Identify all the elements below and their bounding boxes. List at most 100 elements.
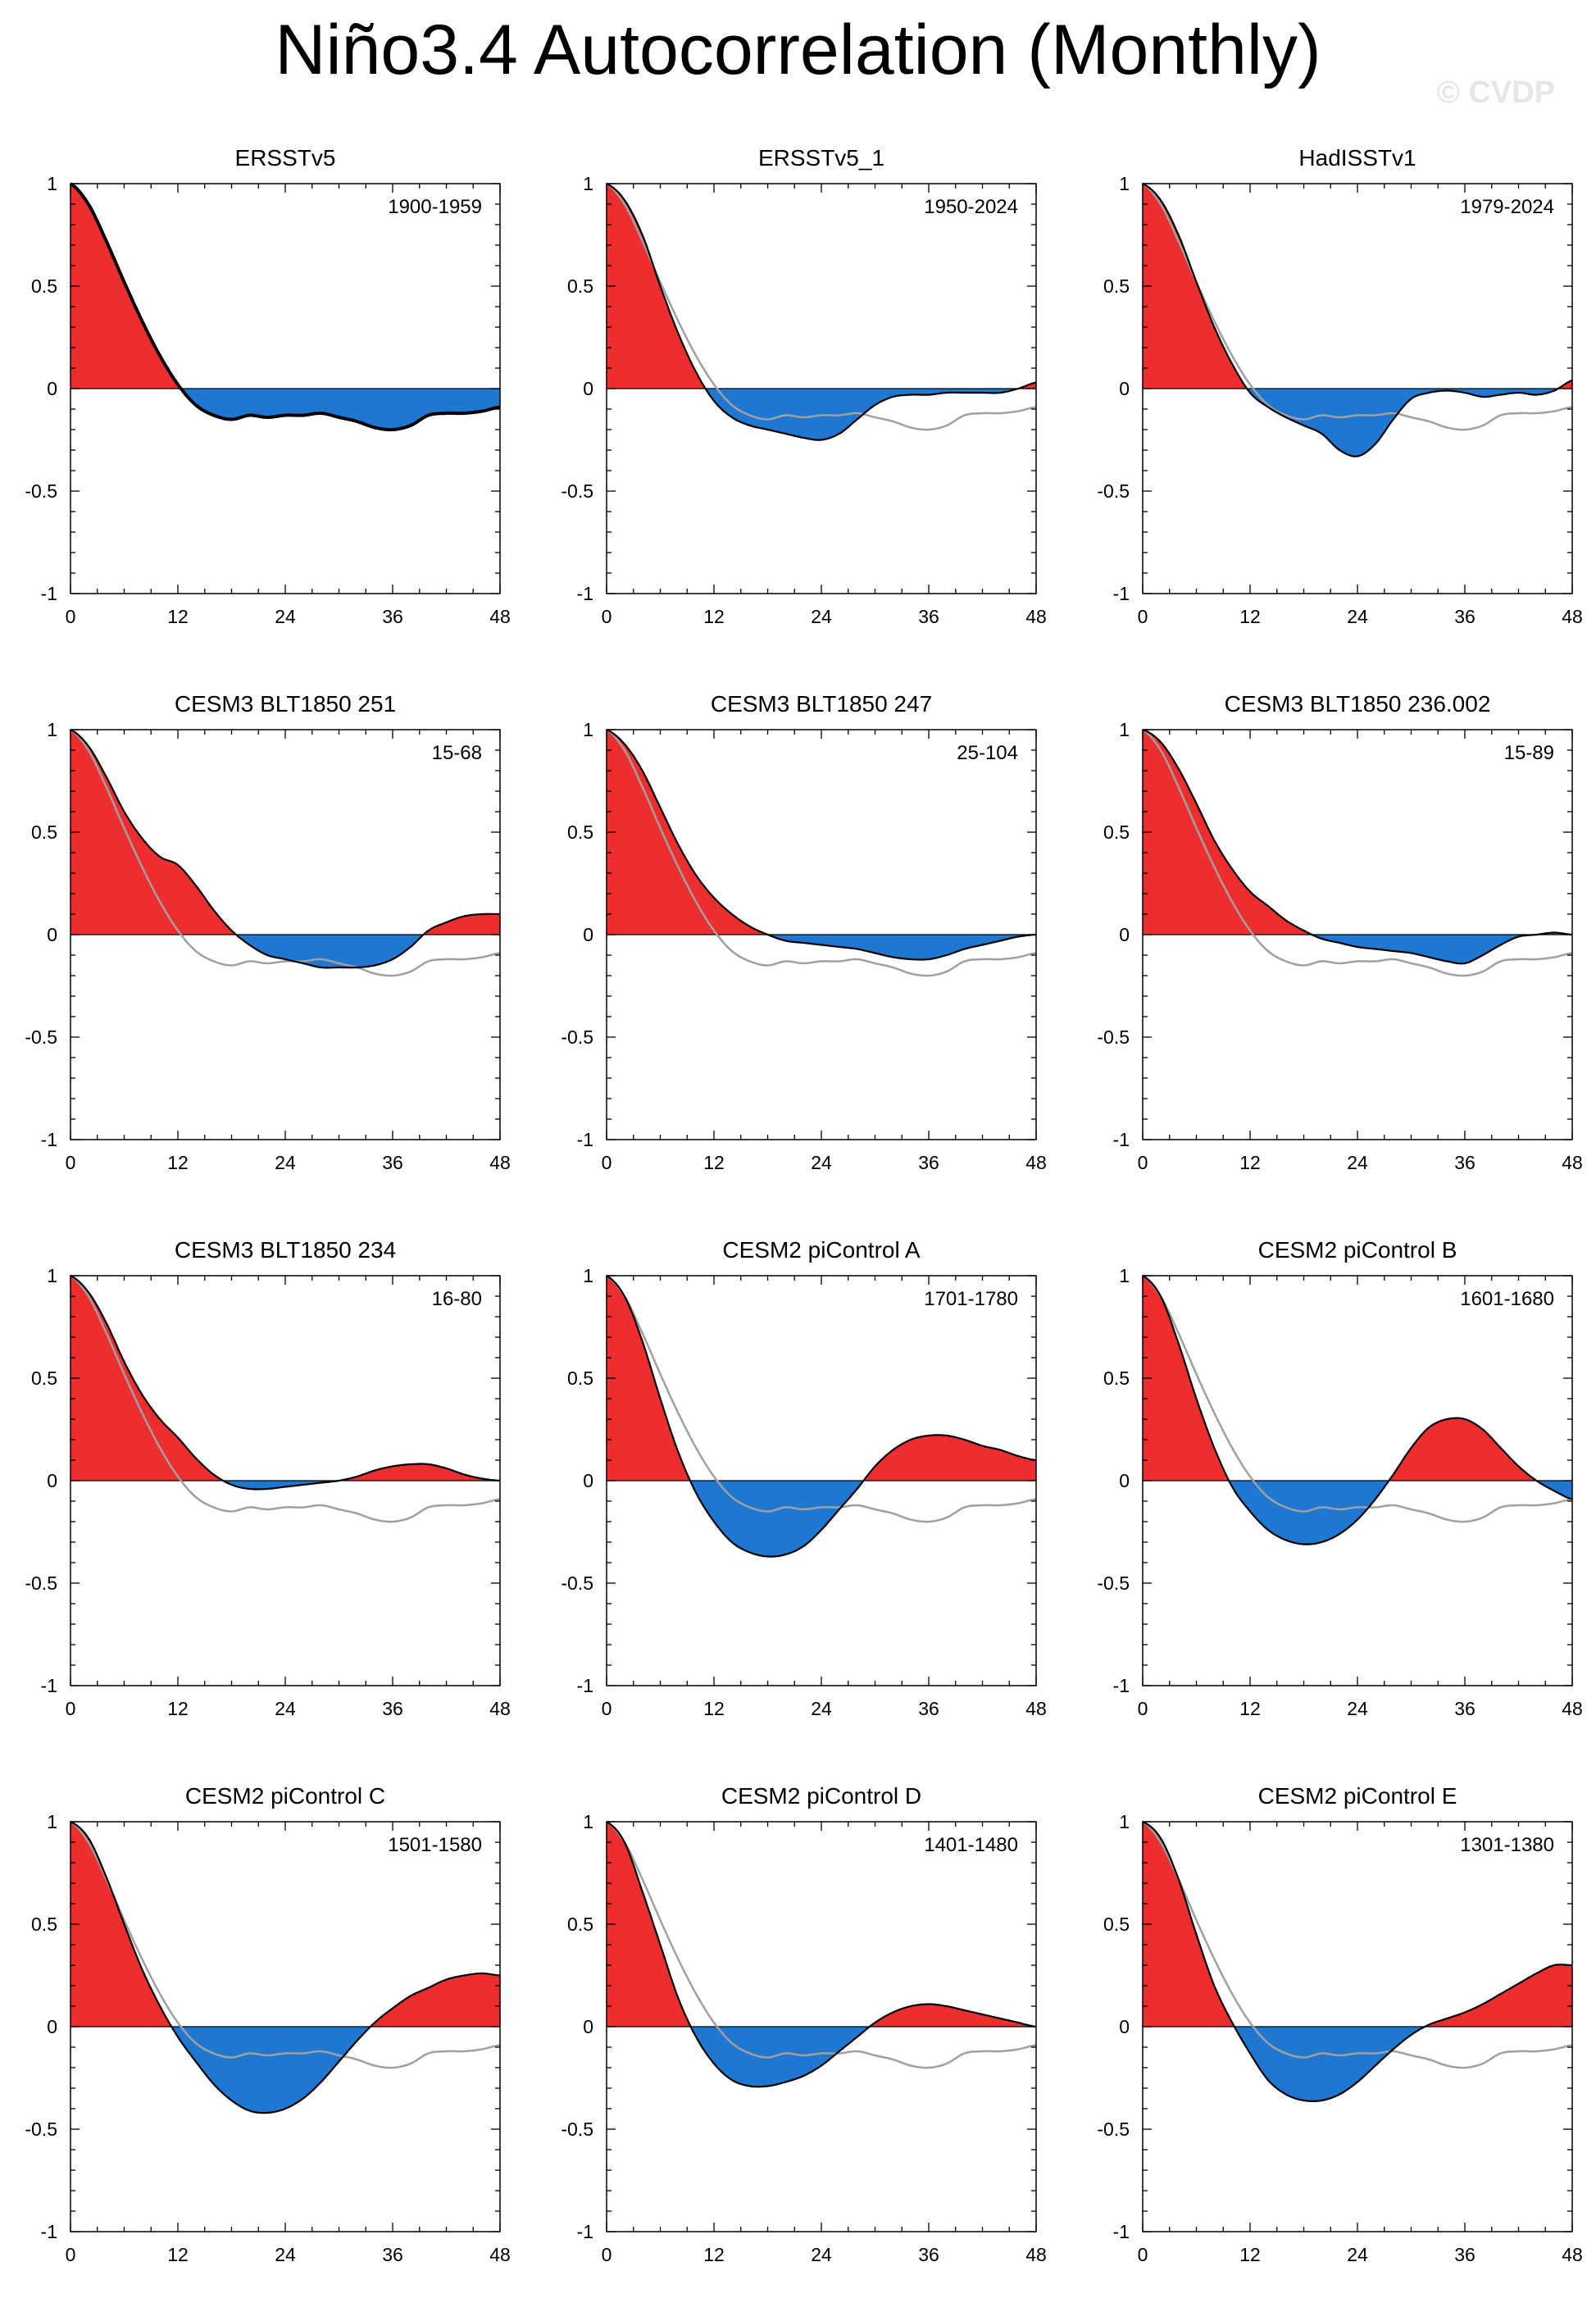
x-tick-label: 12 (1239, 1152, 1261, 1173)
panel-title: CESM3 BLT1850 251 (175, 691, 396, 717)
autocorrelation-line (70, 1275, 501, 1491)
x-tick-label: 36 (1454, 1152, 1476, 1173)
panel-8: 0 12 24 36 48 1 0.5 0 -0.5 -1 CESM2 piControl A 170… (561, 1237, 1046, 1719)
negative-fill-1 (180, 389, 500, 430)
x-tick-label: 12 (167, 606, 189, 627)
reference-line (606, 1820, 1037, 2069)
autocorrelation-line (606, 183, 1037, 441)
panel-title: CESM2 piControl B (1258, 1237, 1457, 1263)
y-tick-label: 1 (583, 173, 593, 194)
y-tick-label: 0.5 (31, 821, 57, 843)
x-tick-label: 24 (275, 2244, 296, 2265)
x-tick-label: 48 (1025, 1698, 1047, 1719)
autocorrelation-line (1142, 1275, 1573, 1545)
panel-7: 0 12 24 36 48 1 0.5 0 -0.5 -1 CESM3 BLT1850 234 16-… (25, 1237, 510, 1719)
autocorrelation-line (70, 729, 500, 969)
x-tick-label: 0 (1138, 2244, 1148, 2265)
y-tick-label: 0.5 (1103, 821, 1130, 843)
x-tick-label: 0 (1138, 1152, 1148, 1173)
autocorrelation-line (1142, 183, 1573, 457)
x-tick-label: 48 (1562, 1152, 1583, 1173)
panel-period: 1950-2024 (924, 196, 1018, 218)
x-tick-label: 48 (1562, 2244, 1583, 2265)
x-tick-label: 12 (167, 2244, 189, 2265)
x-tick-label: 24 (811, 2244, 832, 2265)
y-tick-label: 1 (583, 1265, 593, 1286)
y-tick-label: 0 (583, 924, 593, 945)
y-tick-label: 0.5 (1103, 1914, 1130, 1935)
y-tick-label: -0.5 (1097, 1572, 1130, 1594)
reference-line (606, 1274, 1037, 1523)
y-tick-label: -1 (41, 1129, 57, 1150)
panel-title: HadISSTv1 (1298, 145, 1416, 171)
reference-line (606, 728, 1037, 977)
positive-fill-0 (607, 1276, 690, 1481)
negative-fill-1 (1247, 389, 1558, 457)
panel-6: 0 12 24 36 48 1 0.5 0 -0.5 -1 CESM3 BLT1850 236.00… (1097, 691, 1582, 1173)
x-tick-label: 36 (918, 2244, 939, 2265)
x-tick-label: 12 (703, 1152, 725, 1173)
x-tick-label: 48 (489, 1698, 511, 1719)
positive-fill-0 (70, 730, 236, 935)
y-tick-label: 0 (47, 2016, 57, 2037)
autocorrelation-line (69, 182, 501, 432)
x-tick-label: 36 (918, 606, 939, 627)
y-tick-label: -1 (41, 583, 57, 604)
panel-title: CESM2 piControl E (1258, 1783, 1457, 1809)
panel-3: 0 12 24 36 48 1 0.5 0 -0.5 -1 HadISSTv1 1979-2024 (1097, 145, 1582, 627)
reference-line (70, 728, 501, 977)
x-tick-label: 0 (1138, 606, 1148, 627)
x-tick-label: 36 (1454, 2244, 1476, 2265)
x-tick-label: 36 (382, 1698, 403, 1719)
negative-fill-1 (223, 1481, 339, 1490)
panel-title: ERSSTv5_1 (758, 145, 884, 171)
y-tick-label: 0.5 (31, 275, 57, 297)
reference-line (1142, 1274, 1573, 1523)
panel-title: CESM3 BLT1850 247 (711, 691, 932, 717)
positive-fill-0 (1143, 730, 1312, 935)
x-tick-label: 0 (1138, 1698, 1148, 1719)
positive-fill-2 (423, 913, 500, 935)
y-tick-label: 0 (583, 1470, 593, 1491)
positive-fill-0 (1143, 1822, 1235, 2027)
x-tick-label: 48 (489, 606, 511, 627)
y-tick-label: 1 (583, 1811, 593, 1832)
panel-period: 1301-1380 (1460, 1834, 1554, 1856)
panel-title: CESM2 piControl D (721, 1783, 921, 1809)
y-tick-label: -1 (577, 583, 593, 604)
x-tick-label: 48 (489, 2244, 511, 2265)
y-tick-label: 0.5 (1103, 275, 1130, 297)
panel-11: 0 12 24 36 48 1 0.5 0 -0.5 -1 CESM2 piControl D 140… (561, 1783, 1046, 2265)
y-tick-label: -0.5 (25, 1572, 57, 1594)
x-tick-label: 0 (602, 1152, 612, 1173)
x-tick-label: 24 (1347, 1152, 1368, 1173)
x-tick-label: 12 (167, 1698, 189, 1719)
autocorrelation-line (1142, 1821, 1572, 2102)
autocorrelation-line (1142, 728, 1573, 965)
x-tick-label: 24 (811, 606, 832, 627)
y-tick-label: 0 (47, 924, 57, 945)
negative-fill-1 (235, 935, 424, 968)
x-tick-label: 36 (1454, 606, 1476, 627)
x-tick-label: 0 (66, 1698, 76, 1719)
panel-period: 16-80 (432, 1288, 482, 1310)
x-tick-label: 48 (489, 1152, 511, 1173)
x-tick-label: 0 (66, 1152, 76, 1173)
y-tick-label: 1 (1119, 1265, 1130, 1286)
positive-fill-2 (370, 1973, 500, 2027)
y-tick-label: 1 (583, 719, 593, 740)
x-tick-label: 0 (602, 1698, 612, 1719)
panel-9: 0 12 24 36 48 1 0.5 0 -0.5 -1 CESM2 piControl B 160… (1097, 1237, 1582, 1719)
autocorrelation-line (70, 1821, 501, 2114)
y-tick-label: 1 (1119, 1811, 1130, 1832)
y-tick-label: 0.5 (1103, 1368, 1130, 1389)
panel-title: CESM3 BLT1850 234 (175, 1237, 396, 1263)
positive-fill-0 (1143, 1276, 1230, 1481)
y-tick-label: 0 (47, 1470, 57, 1491)
y-tick-label: 0.5 (31, 1368, 57, 1389)
y-tick-label: 0.5 (567, 1368, 593, 1389)
x-tick-label: 12 (1239, 2244, 1261, 2265)
x-tick-label: 24 (811, 1152, 832, 1173)
panel-title: CESM2 piControl A (722, 1237, 921, 1263)
y-tick-label: -1 (1113, 1129, 1130, 1150)
